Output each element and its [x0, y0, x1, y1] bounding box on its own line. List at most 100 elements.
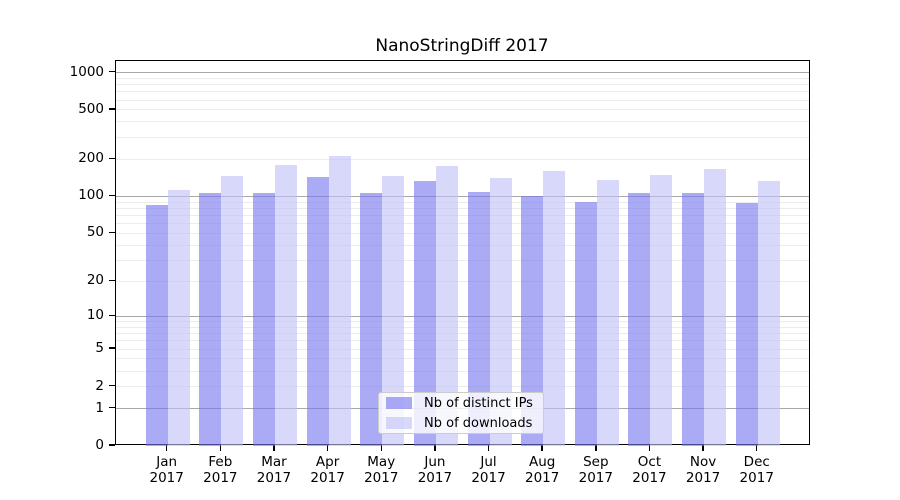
x-tick: [273, 445, 275, 451]
distinct-ips-swatch-icon: [386, 397, 412, 409]
bar-ips-oct: [628, 193, 651, 446]
gridline: [116, 215, 809, 217]
y-tick: [109, 279, 115, 282]
bar-ips-sep: [574, 201, 597, 446]
y-tick: [109, 194, 115, 197]
y-tick-label: 0: [95, 437, 104, 453]
x-tick: [434, 445, 436, 451]
y-tick-label: 200: [78, 150, 104, 167]
bar-downloads-apr: [328, 155, 351, 446]
x-tick: [166, 445, 168, 451]
gridline: [116, 109, 809, 111]
bar-downloads-jul: [489, 178, 512, 446]
x-tick-label: Dec 2017: [739, 454, 774, 486]
bar-downloads-feb: [221, 176, 244, 446]
gridline: [116, 71, 809, 74]
x-tick-label: Oct 2017: [632, 454, 667, 486]
gridline: [116, 121, 809, 123]
x-tick-label: Nov 2017: [685, 454, 721, 486]
x-tick: [541, 445, 543, 451]
legend-label: Nb of downloads: [424, 415, 533, 431]
legend-item-distinct-ips: Nb of distinct IPs: [386, 394, 543, 412]
x-tick-label: Jun 2017: [417, 454, 453, 486]
y-tick: [109, 157, 115, 159]
y-tick: [109, 347, 115, 349]
gridline: [116, 326, 809, 328]
y-tick: [109, 406, 115, 409]
bar-ips-mar: [252, 193, 275, 446]
chart-title: NanoStringDiff 2017: [375, 36, 549, 56]
bar-downloads-jun: [435, 165, 458, 446]
y-tick: [109, 384, 115, 387]
bar-downloads-dec: [757, 180, 780, 446]
y-tick-label: 100: [78, 187, 104, 204]
x-tick: [487, 445, 490, 451]
gridline: [116, 91, 809, 93]
gridline: [116, 232, 809, 234]
x-tick-label: Jul 2017: [471, 454, 506, 486]
gridline: [116, 158, 809, 160]
bar-downloads-jan: [167, 190, 190, 446]
x-tick-label: Jan 2017: [149, 454, 184, 486]
x-tick: [756, 445, 758, 451]
y-tick: [109, 70, 115, 73]
gridline: [116, 77, 809, 79]
y-tick-label: 500: [78, 100, 104, 117]
gridline: [116, 207, 809, 209]
x-tick-label: Feb 2017: [203, 454, 238, 486]
x-tick-label: Mar 2017: [256, 454, 292, 486]
gridline: [116, 315, 809, 317]
x-tick: [326, 445, 329, 451]
y-tick-label: 10: [86, 307, 104, 324]
plot-area: [115, 60, 810, 446]
y-tick-label: 5: [95, 340, 104, 357]
gridline: [116, 321, 809, 323]
bar-downloads-may: [382, 176, 405, 446]
legend-label: Nb of distinct IPs: [424, 395, 533, 411]
bar-ips-jul: [467, 192, 490, 446]
y-tick: [109, 108, 115, 110]
gridline: [116, 280, 809, 282]
y-tick-label: 1000: [69, 63, 104, 80]
gridline: [116, 201, 809, 203]
y-tick-label: 50: [86, 224, 104, 241]
x-tick: [595, 445, 597, 451]
gridline: [116, 99, 809, 101]
bar-downloads-nov: [704, 168, 727, 446]
gridline: [116, 340, 809, 342]
bar-downloads-sep: [596, 179, 619, 446]
y-tick-label: 20: [86, 272, 104, 289]
x-tick: [219, 445, 222, 451]
gridline: [116, 244, 809, 246]
bar-ips-apr: [306, 176, 329, 446]
bar-ips-jan: [145, 205, 168, 446]
x-tick: [702, 445, 704, 451]
bar-ips-may: [360, 193, 383, 446]
x-tick-label: Apr 2017: [310, 454, 345, 486]
gridline: [116, 136, 809, 138]
bar-downloads-aug: [543, 170, 566, 446]
gridline: [116, 370, 809, 372]
gridline: [116, 348, 809, 350]
gridline: [116, 358, 809, 360]
bar-ips-dec: [735, 202, 758, 446]
y-tick: [109, 444, 115, 446]
legend-item-downloads: Nb of downloads: [386, 414, 543, 432]
y-tick-label: 2: [95, 377, 104, 394]
bar-downloads-oct: [650, 175, 673, 446]
x-tick-label: Sep 2017: [578, 454, 613, 486]
legend: Nb of distinct IPs Nb of downloads: [378, 392, 544, 434]
bar-ips-nov: [682, 193, 705, 446]
y-tick-label: 1: [95, 399, 104, 416]
x-tick: [380, 445, 382, 451]
x-tick-label: May 2017: [364, 454, 399, 486]
gridline: [116, 386, 809, 388]
gridline: [116, 259, 809, 261]
downloads-swatch-icon: [386, 417, 412, 429]
gridline: [116, 195, 809, 198]
gridline: [116, 333, 809, 335]
bar-ips-aug: [521, 196, 544, 446]
x-tick-label: Aug 2017: [524, 454, 560, 486]
bar-ips-feb: [199, 193, 222, 446]
